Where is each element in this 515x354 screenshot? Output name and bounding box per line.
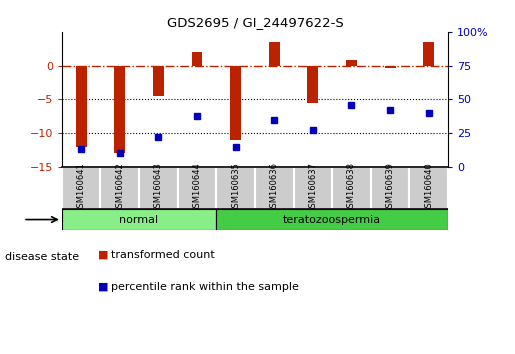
Bar bbox=[269, 42, 280, 65]
Text: normal: normal bbox=[119, 215, 159, 224]
Bar bbox=[371, 167, 409, 209]
Bar bbox=[346, 60, 357, 65]
Text: GSM160643: GSM160643 bbox=[154, 162, 163, 213]
Text: GSM160637: GSM160637 bbox=[308, 162, 317, 213]
Text: GSM160639: GSM160639 bbox=[386, 162, 394, 213]
Text: teratozoospermia: teratozoospermia bbox=[283, 215, 381, 224]
Bar bbox=[76, 65, 87, 147]
Bar bbox=[192, 52, 202, 65]
Text: GSM160635: GSM160635 bbox=[231, 162, 240, 213]
Text: transformed count: transformed count bbox=[111, 250, 214, 260]
Text: GSM160640: GSM160640 bbox=[424, 162, 433, 213]
Bar bbox=[307, 65, 318, 103]
Bar bbox=[409, 167, 448, 209]
Text: percentile rank within the sample: percentile rank within the sample bbox=[111, 282, 299, 292]
Bar bbox=[62, 209, 216, 230]
Bar bbox=[216, 209, 448, 230]
Bar bbox=[114, 65, 125, 153]
Title: GDS2695 / GI_24497622-S: GDS2695 / GI_24497622-S bbox=[166, 16, 344, 29]
Text: GSM160642: GSM160642 bbox=[115, 162, 124, 213]
Text: ■: ■ bbox=[98, 250, 108, 260]
Text: ■: ■ bbox=[98, 282, 108, 292]
Bar bbox=[255, 167, 294, 209]
Text: GSM160644: GSM160644 bbox=[193, 162, 201, 213]
Bar bbox=[153, 65, 164, 96]
Bar bbox=[332, 167, 371, 209]
Bar bbox=[62, 167, 100, 209]
Bar bbox=[100, 167, 139, 209]
Bar bbox=[216, 167, 255, 209]
Bar bbox=[139, 167, 178, 209]
Text: disease state: disease state bbox=[5, 252, 79, 262]
Bar bbox=[230, 65, 241, 140]
Bar bbox=[423, 42, 434, 65]
Bar bbox=[294, 167, 332, 209]
Text: GSM160636: GSM160636 bbox=[270, 162, 279, 213]
Text: GSM160641: GSM160641 bbox=[77, 162, 85, 213]
Text: GSM160638: GSM160638 bbox=[347, 162, 356, 213]
Bar bbox=[385, 65, 396, 68]
Bar bbox=[178, 167, 216, 209]
